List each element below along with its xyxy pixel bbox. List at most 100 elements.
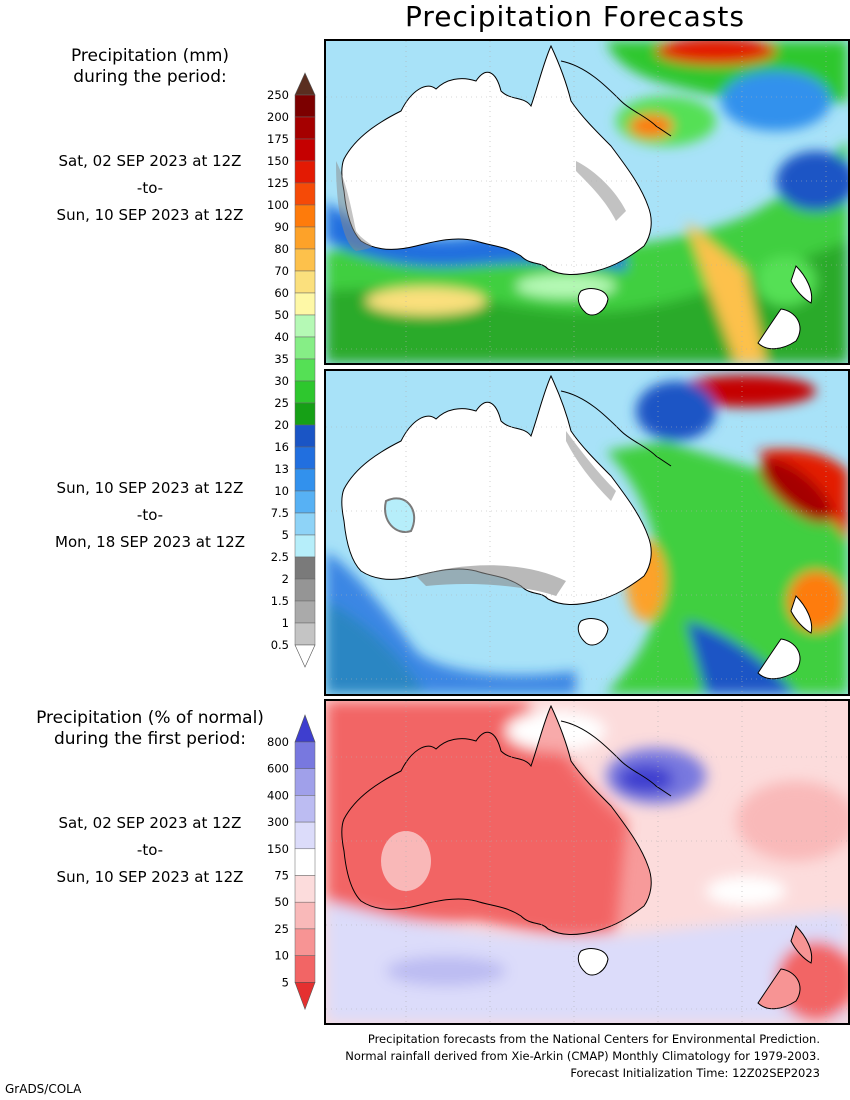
- colorbar-tick-label: 13: [274, 462, 289, 476]
- colorbar-swatch: [294, 928, 316, 956]
- period-2-sep: -to-: [136, 506, 164, 524]
- colorbar-swatch: [294, 534, 316, 558]
- colorbar-tick-label: 7.5: [271, 506, 289, 520]
- colorbar-swatch: [294, 402, 316, 426]
- period-3-label: Sat, 02 SEP 2023 at 12Z -to- Sun, 10 SEP…: [0, 814, 300, 895]
- colorbar-swatch: [294, 741, 316, 769]
- colorbar-tick-label: 0.5: [271, 638, 289, 652]
- credit-label: GrADS/COLA: [5, 1082, 82, 1096]
- colorbar-swatch: [294, 600, 316, 624]
- colorbar-tick-label: 800: [267, 735, 289, 749]
- page-title: Precipitation Forecasts: [405, 0, 745, 33]
- colorbar-tick-label: 70: [274, 264, 289, 278]
- colorbar-tick-label: 100: [267, 198, 289, 212]
- colorbar-tick-label: 200: [267, 110, 289, 124]
- colorbar-swatch: [294, 336, 316, 360]
- period-3-start: Sat, 02 SEP 2023 at 12Z: [58, 814, 242, 832]
- colorbar-tick-label: 600: [267, 762, 289, 776]
- colorbar-tick-label: 5: [282, 975, 289, 989]
- footer-notes: Precipitation forecasts from the Nationa…: [345, 1031, 820, 1082]
- colorbar-swatch: [294, 182, 316, 206]
- colorbar-swatch: [294, 512, 316, 536]
- colorbar-tick-label: 400: [267, 788, 289, 802]
- colorbar-bottom-cap: [294, 644, 316, 668]
- colorbar-tick-label: 10: [274, 484, 289, 498]
- map-panel-1: [324, 39, 850, 365]
- period-1-sep: -to-: [136, 179, 164, 197]
- colorbar-tick-label: 20: [274, 418, 289, 432]
- colorbar-tick-label: 5: [282, 528, 289, 542]
- colorbar-swatch: [294, 270, 316, 294]
- legend-pct-heading-line1: Precipitation (% of normal): [36, 708, 264, 728]
- colorbar-swatch: [294, 226, 316, 250]
- colorbar-swatch: [294, 314, 316, 338]
- period-1-end: Sun, 10 SEP 2023 at 12Z: [56, 206, 244, 224]
- colorbar-swatch: [294, 358, 316, 382]
- colorbar-swatch: [294, 578, 316, 602]
- colorbar-swatch: [294, 768, 316, 796]
- map-panel-3: [324, 699, 850, 1025]
- colorbar-tick-label: 50: [274, 308, 289, 322]
- map-2-svg: [326, 371, 848, 694]
- colorbar-swatch: [294, 160, 316, 184]
- colorbar-tick-label: 40: [274, 330, 289, 344]
- colorbar-tick-label: 250: [267, 88, 289, 102]
- colorbar-swatch: [294, 955, 316, 983]
- colorbar-swatch: [294, 875, 316, 903]
- colorbar-swatch: [294, 446, 316, 470]
- period-1-start: Sat, 02 SEP 2023 at 12Z: [58, 152, 242, 170]
- colorbar-tick-label: 175: [267, 132, 289, 146]
- period-2-start: Sun, 10 SEP 2023 at 12Z: [56, 479, 244, 497]
- colorbar-swatch: [294, 556, 316, 580]
- colorbar-tick-label: 10: [274, 949, 289, 963]
- colorbar-swatch: [294, 204, 316, 228]
- legend-mm-heading-line1: Precipitation (mm): [70, 46, 230, 66]
- footer-line-1: Precipitation forecasts from the Nationa…: [367, 1032, 820, 1046]
- colorbar-tick-label: 75: [274, 869, 289, 883]
- period-1-label: Sat, 02 SEP 2023 at 12Z -to- Sun, 10 SEP…: [0, 152, 300, 233]
- colorbar-swatch: [294, 248, 316, 272]
- period-3-end: Sun, 10 SEP 2023 at 12Z: [56, 868, 244, 886]
- period-3-sep: -to-: [136, 841, 164, 859]
- colorbar-tick-label: 25: [274, 922, 289, 936]
- map-3-svg: [326, 701, 848, 1023]
- colorbar-swatch: [294, 380, 316, 404]
- colorbar-tick-label: 1: [282, 616, 289, 630]
- colorbar-swatch: [294, 490, 316, 514]
- legend-mm-colorbar: 0.5 1 1.5 2 2.5 5 7.5 10 13 16 20 25 30 35 40 50 60 70 80 9…: [267, 72, 316, 668]
- colorbar-tick-label: 80: [274, 242, 289, 256]
- colorbar-tick-label: 90: [274, 220, 289, 234]
- colorbar-swatch: [294, 901, 316, 930]
- colorbar-swatch: [294, 424, 316, 448]
- colorbar-tick-label: 50: [274, 895, 289, 909]
- colorbar-swatch: [294, 821, 316, 850]
- map-1-svg: [326, 41, 848, 363]
- colorbar-swatch: [294, 795, 316, 823]
- colorbar-swatch: [294, 292, 316, 316]
- colorbar-swatch: [294, 468, 316, 492]
- colorbar-tick-label: 30: [274, 374, 289, 388]
- colorbar-tick-label: 150: [267, 154, 289, 168]
- colorbar-tick-label: 25: [274, 396, 289, 410]
- colorbar-bottom-cap: [294, 981, 316, 1011]
- period-2-end: Mon, 18 SEP 2023 at 12Z: [55, 533, 245, 551]
- colorbar-tick-label: 2: [282, 572, 289, 586]
- colorbar-top-cap: [294, 714, 316, 743]
- legend-mm-heading-line2: during the period:: [73, 67, 227, 87]
- footer-line-3: Forecast Initialization Time: 12Z02SEP20…: [570, 1066, 820, 1080]
- legend-pct-heading-line2: during the first period:: [53, 729, 247, 749]
- colorbar-swatch: [294, 848, 316, 876]
- colorbar-tick-label: 16: [274, 440, 289, 454]
- legend-pct-heading: Precipitation (% of normal) during the f…: [0, 708, 300, 750]
- colorbar-tick-label: 35: [274, 352, 289, 366]
- legend-pct-colorbar: 5 10 25 50 75 150 300 400 600 800: [267, 714, 316, 1011]
- colorbar-tick-label: 2.5: [271, 550, 289, 564]
- colorbar-swatch: [294, 622, 316, 646]
- period-2-label: Sun, 10 SEP 2023 at 12Z -to- Mon, 18 SEP…: [0, 479, 300, 560]
- colorbar-top-cap: [294, 72, 316, 96]
- colorbar-tick-label: 150: [267, 842, 289, 856]
- colorbar-tick-label: 60: [274, 286, 289, 300]
- colorbar-tick-label: 1.5: [271, 594, 289, 608]
- footer-line-2: Normal rainfall derived from Xie-Arkin (…: [345, 1049, 820, 1063]
- colorbar-tick-label: 300: [267, 815, 289, 829]
